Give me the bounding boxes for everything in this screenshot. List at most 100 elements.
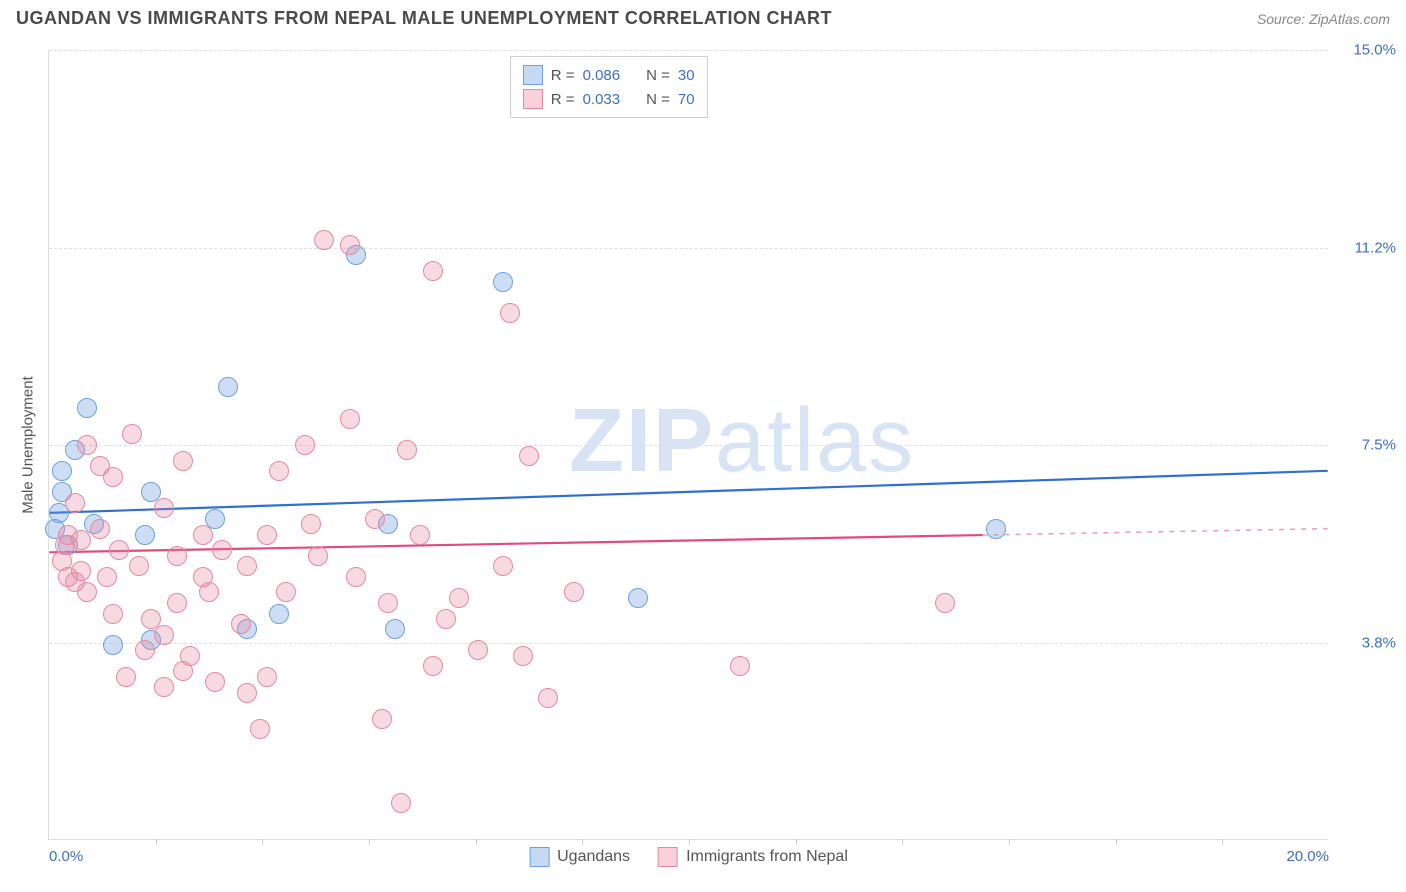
data-point [205,672,225,692]
legend-swatch [658,847,678,867]
data-point [538,688,558,708]
y-tick-label: 11.2% [1355,239,1396,256]
data-point [269,461,289,481]
x-tick [476,839,477,845]
watermark: ZIPatlas [569,390,915,493]
x-tick-label: 0.0% [49,848,83,865]
x-tick [796,839,797,845]
data-point [154,677,174,697]
r-value: 0.086 [583,67,621,84]
grid-line [49,248,1328,249]
trend-line [49,471,1327,513]
data-point [154,625,174,645]
data-point [519,446,539,466]
data-point [308,546,328,566]
data-point [180,646,200,666]
x-tick [902,839,903,845]
legend-label: Immigrants from Nepal [686,848,848,866]
legend-swatch [523,65,543,85]
source-label: Source: ZipAtlas.com [1257,11,1390,27]
data-point [167,593,187,613]
data-point [199,582,219,602]
legend-item: Immigrants from Nepal [658,847,848,867]
grid-line [49,445,1328,446]
data-point [385,619,405,639]
x-tick [156,839,157,845]
trend-line [49,535,982,552]
legend-correlation-row: R = 0.033 N = 70 [523,87,695,111]
y-tick-label: 3.8% [1362,634,1396,651]
data-point [173,451,193,471]
n-label: N = [646,91,670,108]
data-point [116,667,136,687]
data-point [295,435,315,455]
y-tick-label: 15.0% [1353,42,1396,59]
data-point [564,582,584,602]
data-point [129,556,149,576]
x-tick [1116,839,1117,845]
data-point [935,593,955,613]
r-value: 0.033 [583,91,621,108]
x-tick [262,839,263,845]
grid-line [49,50,1328,51]
y-axis-label: Male Unemployment [20,376,37,514]
data-point [237,683,257,703]
data-point [103,635,123,655]
data-point [52,461,72,481]
data-point [372,709,392,729]
data-point [103,467,123,487]
data-point [154,498,174,518]
watermark-light: atlas [715,391,915,491]
x-tick [1009,839,1010,845]
data-point [257,667,277,687]
data-point [77,582,97,602]
data-point [135,640,155,660]
data-point [276,582,296,602]
data-point [71,530,91,550]
data-point [257,525,277,545]
data-point [986,519,1006,539]
r-label: R = [551,91,575,108]
data-point [423,656,443,676]
data-point [212,540,232,560]
n-value: 30 [678,67,695,84]
data-point [250,719,270,739]
data-point [193,525,213,545]
watermark-bold: ZIP [569,391,715,491]
data-point [231,614,251,634]
data-point [314,230,334,250]
n-value: 70 [678,91,695,108]
legend-correlation-row: R =0.086N =30 [523,63,695,87]
data-point [397,440,417,460]
data-point [71,561,91,581]
y-tick-label: 7.5% [1362,437,1396,454]
n-label: N = [646,67,670,84]
legend-correlation-box: R = 0.086 N = 30 R = 0.033 N = 70 [510,56,708,118]
legend-label: Ugandans [557,848,630,866]
data-point [167,546,187,566]
data-point [340,409,360,429]
data-point [135,525,155,545]
data-point [301,514,321,534]
data-point [493,556,513,576]
data-point [468,640,488,660]
data-point [103,604,123,624]
data-point [449,588,469,608]
data-point [513,646,533,666]
legend-series: Ugandans Immigrants from Nepal [529,847,848,867]
data-point [77,435,97,455]
data-point [346,567,366,587]
data-point [97,567,117,587]
data-point [493,272,513,292]
data-point [90,519,110,539]
x-tick [1222,839,1223,845]
data-point [500,303,520,323]
chart-title: UGANDAN VS IMMIGRANTS FROM NEPAL MALE UN… [16,8,832,29]
data-point [378,593,398,613]
data-point [77,398,97,418]
data-point [122,424,142,444]
data-point [730,656,750,676]
grid-line [49,643,1328,644]
legend-swatch [529,847,549,867]
data-point [340,235,360,255]
